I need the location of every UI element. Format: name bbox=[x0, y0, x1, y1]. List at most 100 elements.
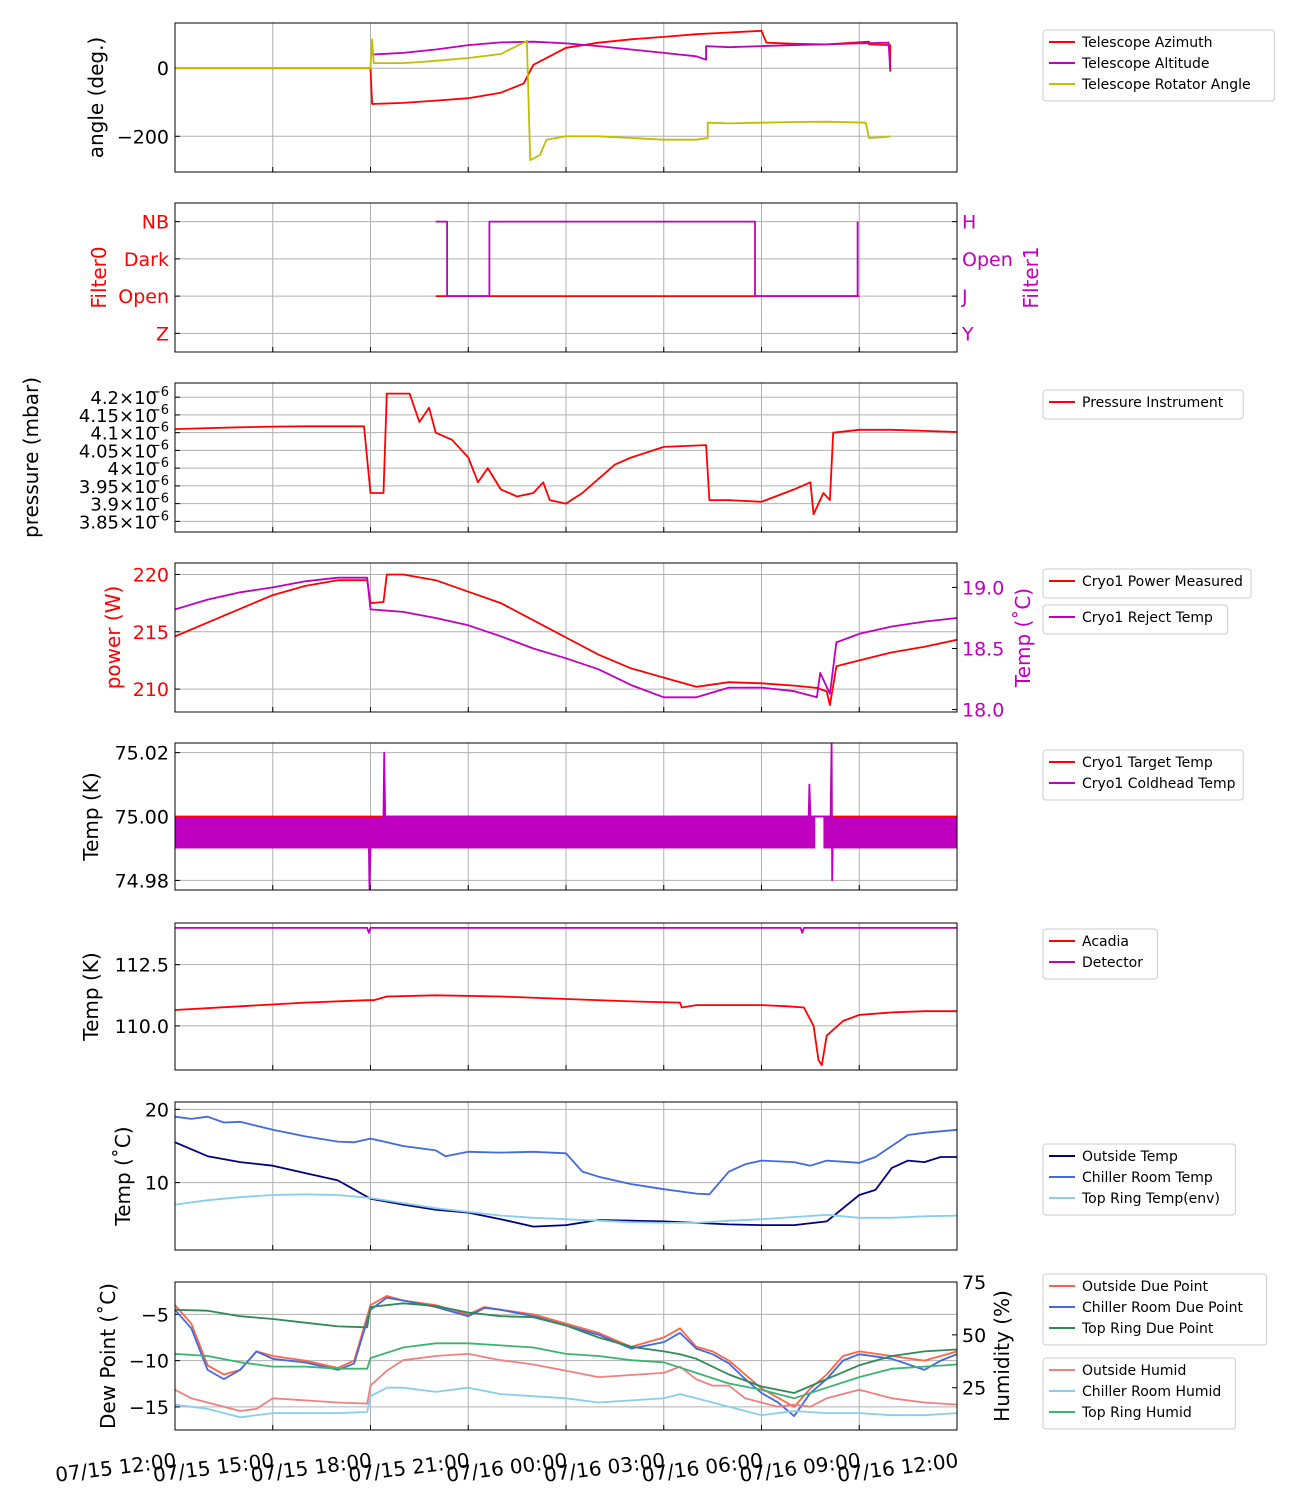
y2-tick-label: 25 bbox=[962, 1378, 986, 1400]
y-axis-label: Filter0 bbox=[87, 246, 111, 308]
series-chiller-room-humid bbox=[175, 1386, 957, 1419]
y-tick-label: 3.85×10 bbox=[79, 512, 157, 533]
series-top-ring-temp-env bbox=[175, 1193, 957, 1224]
y-tick-label: −5 bbox=[141, 1304, 169, 1326]
y-tick-label: 4×10 bbox=[108, 459, 157, 480]
legend-entry: Cryo1 Reject Temp bbox=[1082, 610, 1213, 626]
legend-entry: Outside Temp bbox=[1082, 1149, 1178, 1165]
panel-p5: 75.02 75.00 74.98 Temp (K) Cryo1 Target Temp… bbox=[79, 742, 1244, 892]
plot-frame bbox=[174, 382, 958, 533]
plot-frame bbox=[174, 22, 958, 173]
y-tick-label: Dark bbox=[124, 249, 169, 271]
y-tick-exponent: −6 bbox=[150, 403, 169, 418]
series-filter1 bbox=[435, 220, 859, 297]
y-axis-label: Dew Point (˚C) bbox=[96, 1283, 120, 1429]
y-tick-label: 3.9×10 bbox=[90, 495, 157, 516]
y-axis-label: angle (deg.) bbox=[84, 37, 108, 159]
series-telescope-altitude bbox=[370, 40, 892, 70]
y2-axis-label: Filter1 bbox=[1019, 246, 1043, 308]
y-tick-label: −15 bbox=[129, 1397, 169, 1419]
legend: Outside Due Point Chiller Room Due Point T… bbox=[1042, 1273, 1268, 1346]
y2-tick-label: 18.0 bbox=[962, 700, 1004, 722]
y-tick-label: −200 bbox=[117, 126, 169, 148]
y2-tick-label: 19.0 bbox=[962, 577, 1004, 599]
y-tick-label: 110.0 bbox=[115, 1016, 169, 1038]
y-axis-label: Temp (K) bbox=[79, 952, 103, 1041]
y-tick-label: 220 bbox=[133, 564, 169, 586]
y-tick-label: 210 bbox=[133, 679, 169, 701]
panel-p3: 4.2×10−64.15×10−64.1×10−64.05×10−64×10−6… bbox=[19, 377, 1244, 538]
plot-frame bbox=[174, 562, 958, 713]
panel-p6: 112.5 110.0 Temp (K) Acadia Detector bbox=[79, 922, 1158, 1071]
legend: Telescope Azimuth Telescope Altitude Teles… bbox=[1042, 29, 1275, 102]
y2-axis-label: Temp (˚C) bbox=[1011, 588, 1035, 688]
legend: Outside Humid Chiller Room Humid Top Ring … bbox=[1042, 1357, 1236, 1430]
series-outside-due-point bbox=[175, 1295, 957, 1408]
legend: Outside Temp Chiller Room Temp Top Ring Te… bbox=[1042, 1143, 1236, 1216]
legend-box bbox=[1042, 1273, 1268, 1346]
legend: Cryo1 Power Measured bbox=[1042, 568, 1252, 599]
legend-box bbox=[1042, 604, 1229, 635]
y-tick-label: 74.98 bbox=[115, 870, 169, 892]
panel-p2: NB Dark Open Z H Open JY Filter0 Filter1 bbox=[87, 202, 1043, 353]
y-axis-label: power (W) bbox=[101, 586, 125, 690]
legend-entry: Chiller Room Due Point bbox=[1082, 1300, 1243, 1316]
series-cryo1-reject-temp bbox=[175, 576, 957, 699]
y-tick-label: Z bbox=[156, 323, 169, 345]
legend-entry: Telescope Rotator Angle bbox=[1081, 77, 1251, 93]
plot-frame bbox=[174, 1281, 958, 1431]
y-axis-label: Temp (K) bbox=[79, 772, 103, 861]
legend: Cryo1 Target Temp Cryo1 Coldhead Temp bbox=[1042, 749, 1244, 801]
legend: Pressure Instrument bbox=[1042, 389, 1244, 420]
legend-box bbox=[1042, 749, 1244, 801]
series-outside-temp bbox=[175, 1141, 957, 1228]
legend-entry: Chiller Room Humid bbox=[1082, 1384, 1221, 1400]
y-axis-label: pressure (mbar) bbox=[19, 377, 43, 538]
legend-box bbox=[1042, 568, 1252, 599]
series-telescope-rotator-angle bbox=[175, 38, 891, 161]
legend-entry: Cryo1 Target Temp bbox=[1082, 755, 1213, 771]
legend-entry: Cryo1 Power Measured bbox=[1082, 574, 1243, 590]
y-tick-label: 75.00 bbox=[115, 807, 169, 829]
panel-p4: 220 215 210 19.0 18.5 18.0 power (W) Temp (˚C) C… bbox=[101, 562, 1252, 722]
y-tick-label: 4.1×10 bbox=[90, 424, 157, 445]
series-top-ring-humid bbox=[175, 1342, 957, 1400]
y-tick-exponent: −6 bbox=[150, 438, 169, 453]
y-tick-label: 3.95×10 bbox=[79, 477, 157, 498]
legend-entry: Chiller Room Temp bbox=[1082, 1170, 1213, 1186]
plot-frame bbox=[174, 742, 958, 891]
y-tick-label: NB bbox=[142, 212, 169, 234]
y-tick-exponent: −6 bbox=[150, 456, 169, 471]
series-detector bbox=[175, 927, 957, 934]
y-tick-label: 4.2×10 bbox=[90, 388, 157, 409]
y-tick-label: 215 bbox=[133, 622, 169, 644]
y-tick-exponent: −6 bbox=[150, 385, 169, 400]
legend-entry: Detector bbox=[1082, 955, 1143, 971]
legend-box bbox=[1042, 1357, 1236, 1430]
y-tick-label: 75.02 bbox=[115, 743, 169, 765]
y-tick-label: Open bbox=[118, 286, 169, 308]
coldhead-band bbox=[175, 816, 816, 849]
plot-frame bbox=[174, 1101, 958, 1251]
y2-tick-label: 18.5 bbox=[962, 638, 1004, 660]
y-tick-label: 112.5 bbox=[115, 955, 169, 977]
legend-box bbox=[1042, 1143, 1236, 1216]
series-chiller-room-temp bbox=[175, 1115, 957, 1196]
panel-p8: −5 −10 −15 75 50 25 Dew Point (˚C) Humidity (%)… bbox=[54, 1272, 1268, 1487]
y-axis-label: Temp (˚C) bbox=[111, 1126, 135, 1226]
legend-entry: Telescope Azimuth bbox=[1081, 35, 1212, 51]
series-pressure-instrument bbox=[175, 392, 957, 516]
y-tick-label: −10 bbox=[129, 1351, 169, 1373]
series-acadia bbox=[175, 994, 957, 1066]
y2-tick-label: 50 bbox=[962, 1325, 986, 1347]
legend: Acadia Detector bbox=[1042, 928, 1158, 980]
legend-entry: Outside Due Point bbox=[1082, 1279, 1209, 1295]
y-tick-label: 0 bbox=[157, 58, 169, 80]
legend-box bbox=[1042, 29, 1275, 102]
series-top-ring-due-point bbox=[175, 1302, 957, 1394]
y-tick-label: 4.15×10 bbox=[79, 406, 157, 427]
coldhead-band bbox=[823, 816, 957, 849]
legend-entry: Acadia bbox=[1082, 934, 1129, 950]
